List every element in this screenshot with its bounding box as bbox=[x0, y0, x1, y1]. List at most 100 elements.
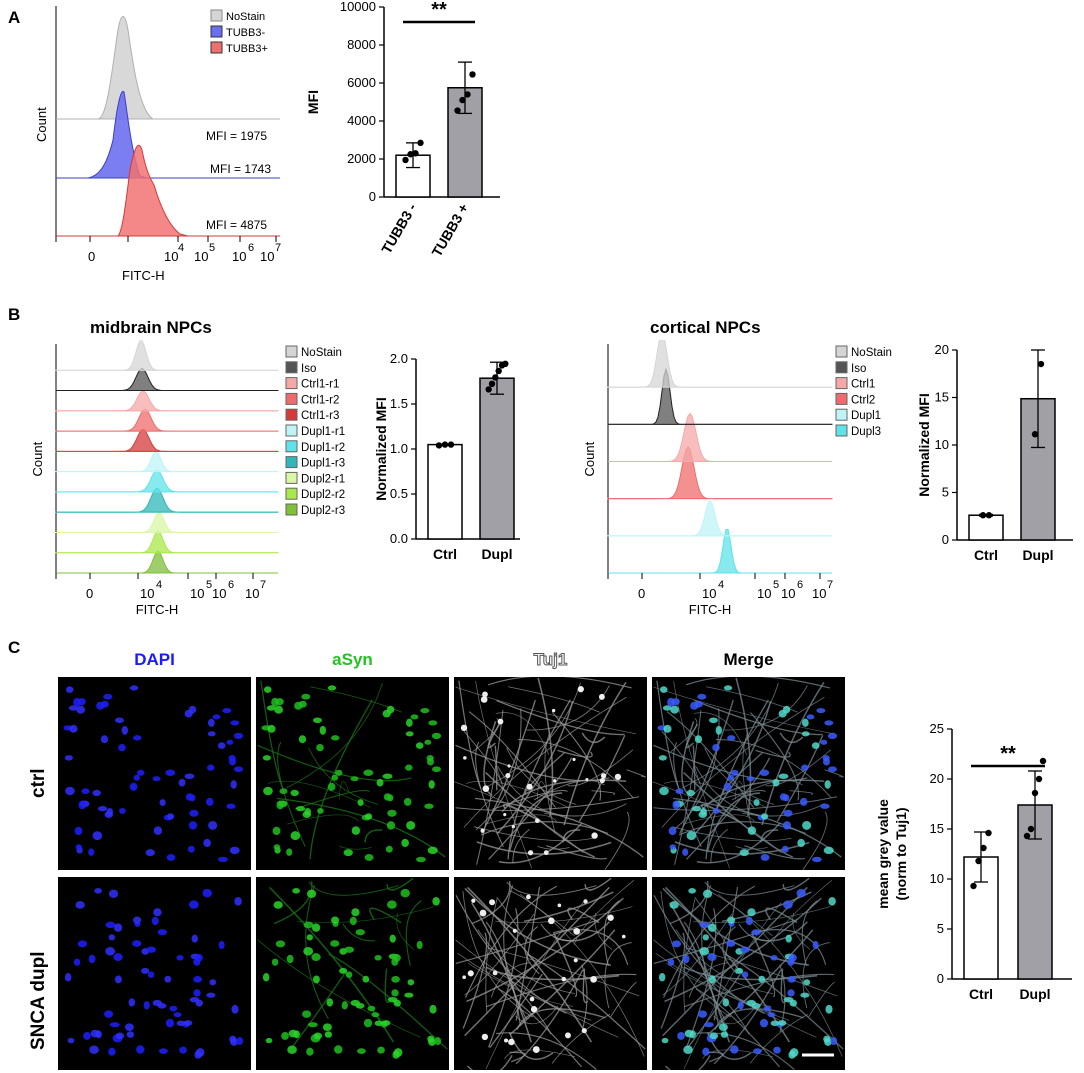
cell-nucleus bbox=[429, 1004, 437, 1014]
cell-nucleus bbox=[751, 1002, 761, 1009]
bar-chart-cortical: 0 5 10 15 20 Normalized MFI Ctrl Dupl bbox=[916, 342, 1073, 563]
cell-nucleus bbox=[275, 940, 286, 948]
cell-body bbox=[585, 778, 589, 782]
cell-nucleus bbox=[176, 954, 184, 961]
cell-nucleus bbox=[218, 856, 228, 863]
cell-nucleus bbox=[707, 953, 717, 961]
data-point bbox=[985, 512, 993, 519]
micrograph-tuj1-ctrl bbox=[454, 677, 647, 870]
cell-body bbox=[481, 1033, 489, 1041]
cell-body bbox=[573, 958, 578, 963]
cell-nucleus bbox=[708, 975, 716, 984]
data-point bbox=[459, 96, 466, 104]
data-point bbox=[979, 512, 987, 519]
x-tick-label: 5 bbox=[206, 579, 212, 591]
cell-nucleus bbox=[302, 1010, 312, 1018]
category-label: TUBB3 - bbox=[378, 200, 420, 256]
cell-nucleus bbox=[405, 764, 413, 771]
cell-nucleus bbox=[74, 826, 83, 836]
cell-nucleus bbox=[141, 967, 150, 974]
cell-nucleus bbox=[288, 1029, 298, 1038]
neurite bbox=[603, 900, 620, 966]
cell-nucleus bbox=[783, 809, 793, 817]
cell-nucleus bbox=[345, 971, 353, 978]
midbrain-title: midbrain NPCs bbox=[90, 318, 212, 337]
cell-body bbox=[534, 818, 540, 824]
histogram-peak bbox=[55, 530, 279, 554]
cell-nucleus bbox=[193, 975, 202, 983]
cell-nucleus bbox=[801, 718, 809, 727]
legend-label: Dupl1-r1 bbox=[301, 426, 345, 438]
neurite bbox=[495, 906, 633, 923]
bar-chart-c: 0 5 10 15 20 25 mean grey value (norm to Tuj1) C… bbox=[875, 721, 1072, 1002]
cell-nucleus bbox=[286, 954, 294, 964]
neurite bbox=[656, 680, 680, 789]
cell-nucleus bbox=[386, 705, 395, 714]
y-tick-label: 20 bbox=[930, 771, 944, 786]
cell-nucleus bbox=[667, 958, 675, 966]
cell-nucleus bbox=[816, 707, 826, 714]
neurite bbox=[552, 929, 629, 966]
cell-body bbox=[480, 828, 485, 833]
y-tick-label: 10 bbox=[930, 871, 944, 886]
cell-nucleus bbox=[787, 957, 795, 966]
cell-body bbox=[511, 824, 515, 829]
legend-swatch bbox=[285, 377, 298, 390]
cell-nucleus bbox=[68, 705, 78, 711]
cell-nucleus bbox=[307, 1022, 318, 1028]
cell-nucleus bbox=[76, 705, 86, 714]
cell-nucleus bbox=[267, 724, 276, 733]
tick-label: 6 bbox=[248, 242, 254, 254]
y-tick-label: 2.0 bbox=[390, 351, 408, 366]
bar-chart-a: 0 2000 4000 6000 8000 10000 MFI TUBB3 - TUBB3 + *… bbox=[305, 0, 500, 259]
cell-nucleus bbox=[128, 998, 136, 1007]
legend-swatch bbox=[285, 440, 298, 453]
cell-nucleus bbox=[781, 845, 789, 853]
cell-nucleus bbox=[231, 1004, 239, 1014]
neurite bbox=[704, 747, 775, 805]
neurite bbox=[524, 926, 540, 975]
neurite bbox=[466, 897, 624, 1003]
cell-nucleus bbox=[374, 954, 382, 961]
legend-label: Ctrl1-r2 bbox=[301, 394, 339, 406]
cell-nucleus bbox=[828, 766, 837, 773]
neurite bbox=[483, 721, 497, 797]
cell-nucleus bbox=[363, 769, 374, 776]
data-point bbox=[1039, 757, 1047, 765]
legend-label: Iso bbox=[851, 363, 866, 375]
cell-nucleus bbox=[206, 992, 216, 998]
cortical-title: cortical NPCs bbox=[650, 318, 761, 337]
neurite bbox=[761, 681, 825, 826]
cell-body bbox=[526, 783, 533, 790]
neurite bbox=[801, 900, 818, 966]
neurite bbox=[481, 699, 536, 834]
cell-nucleus bbox=[691, 806, 702, 812]
legend-swatch bbox=[285, 424, 298, 437]
cell-nucleus bbox=[202, 888, 212, 898]
neurite bbox=[706, 686, 798, 713]
cell-nucleus bbox=[230, 780, 237, 789]
cell-body bbox=[504, 1038, 509, 1043]
micrograph-asyn-snca-dupl bbox=[256, 877, 449, 1070]
cell-nucleus bbox=[263, 786, 273, 796]
cell-nucleus bbox=[108, 889, 119, 898]
cell-nucleus bbox=[108, 1047, 116, 1056]
neurite bbox=[710, 828, 728, 864]
cell-nucleus bbox=[803, 979, 811, 986]
cell-nucleus bbox=[770, 954, 778, 961]
neurite bbox=[663, 780, 767, 808]
neurite bbox=[465, 885, 558, 998]
neurite bbox=[462, 932, 488, 1029]
tick-label: 4 bbox=[178, 242, 184, 254]
x-tick-label: 10 bbox=[812, 586, 826, 601]
neurite bbox=[475, 680, 532, 869]
cell-nucleus bbox=[741, 971, 749, 978]
neurite bbox=[523, 891, 614, 923]
cell-nucleus bbox=[306, 1047, 314, 1056]
legend-swatch bbox=[285, 345, 298, 358]
neurite bbox=[464, 913, 535, 996]
cell-nucleus bbox=[331, 735, 340, 741]
cell-nucleus bbox=[718, 1023, 728, 1032]
cell-nucleus bbox=[105, 946, 116, 956]
cell-nucleus bbox=[271, 697, 279, 707]
